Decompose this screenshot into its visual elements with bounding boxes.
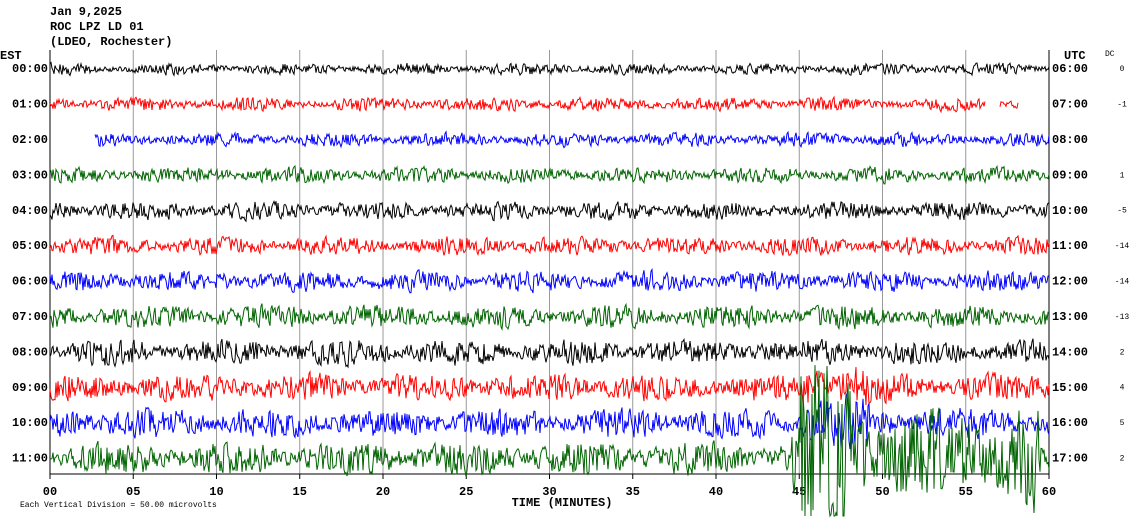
- date: Jan 9,2025: [50, 5, 122, 19]
- utc-label: 13:00: [1052, 310, 1088, 324]
- x-tick-label: 20: [376, 485, 390, 499]
- x-tick-label: 60: [1042, 485, 1056, 499]
- dc-label: -13: [1115, 313, 1130, 322]
- trace: [49, 234, 1050, 257]
- trace: [49, 268, 1050, 294]
- trace: [49, 393, 1050, 450]
- est-label: 00:00: [12, 62, 48, 76]
- utc-label: 17:00: [1052, 452, 1088, 466]
- est-label: 01:00: [12, 98, 48, 112]
- dc-label: 4: [1120, 384, 1125, 393]
- utc-label: 10:00: [1052, 204, 1088, 218]
- dc-label: -1: [1117, 101, 1127, 110]
- network: (LDEO, Rochester): [50, 35, 172, 49]
- dc-title: DC: [1105, 50, 1115, 59]
- x-tick-label: 50: [875, 485, 889, 499]
- utc-label: 16:00: [1052, 416, 1088, 430]
- trace: [49, 302, 1050, 331]
- utc-label: 09:00: [1052, 168, 1088, 182]
- footer: Each Vertical Division = 50.00 microvolt…: [20, 501, 217, 510]
- utc-label: 08:00: [1052, 133, 1088, 147]
- utc-label: 12:00: [1052, 275, 1088, 289]
- left-axis-title: EST: [0, 49, 22, 63]
- x-tick-label: 45: [792, 485, 806, 499]
- trace: [999, 100, 1019, 109]
- est-label: 06:00: [12, 275, 48, 289]
- x-tick-label: 00: [43, 485, 57, 499]
- x-tick-label: 55: [959, 485, 973, 499]
- utc-label: 15:00: [1052, 381, 1088, 395]
- est-label: 08:00: [12, 345, 48, 359]
- x-tick-label: 15: [293, 485, 307, 499]
- est-label: 07:00: [12, 310, 48, 324]
- trace: [49, 367, 1050, 406]
- dc-label: -14: [1115, 278, 1130, 287]
- est-label: 02:00: [12, 133, 48, 147]
- x-axis-title: TIME (MINUTES): [512, 496, 613, 510]
- dc-label: 0: [1120, 65, 1125, 74]
- x-tick-label: 35: [626, 485, 640, 499]
- est-label: 05:00: [12, 239, 48, 253]
- dc-label: 2: [1120, 455, 1125, 464]
- station: ROC LPZ LD 01: [50, 20, 144, 34]
- utc-label: 14:00: [1052, 345, 1088, 359]
- x-tick-label: 40: [709, 485, 723, 499]
- trace: [49, 164, 1050, 185]
- right-axis-title: UTC: [1064, 49, 1086, 63]
- x-tick-label: 25: [459, 485, 473, 499]
- x-tick-label: 05: [126, 485, 140, 499]
- utc-label: 11:00: [1052, 239, 1088, 253]
- dc-label: 5: [1120, 419, 1125, 428]
- dc-label: 1: [1120, 171, 1125, 180]
- trace: [49, 337, 1050, 369]
- est-label: 03:00: [12, 168, 48, 182]
- trace: [49, 365, 1050, 518]
- dc-label: 2: [1120, 348, 1125, 357]
- trace: [49, 61, 1050, 77]
- utc-label: 07:00: [1052, 98, 1088, 112]
- utc-label: 06:00: [1052, 62, 1088, 76]
- trace: [94, 130, 1050, 149]
- trace: [49, 95, 986, 114]
- est-label: 11:00: [12, 452, 48, 466]
- dc-label: -5: [1117, 207, 1127, 216]
- x-tick-label: 30: [542, 485, 556, 499]
- dc-label: -14: [1115, 242, 1130, 251]
- x-tick-label: 10: [209, 485, 223, 499]
- est-label: 09:00: [12, 381, 48, 395]
- est-label: 10:00: [12, 416, 48, 430]
- trace: [49, 199, 1050, 223]
- est-label: 04:00: [12, 204, 48, 218]
